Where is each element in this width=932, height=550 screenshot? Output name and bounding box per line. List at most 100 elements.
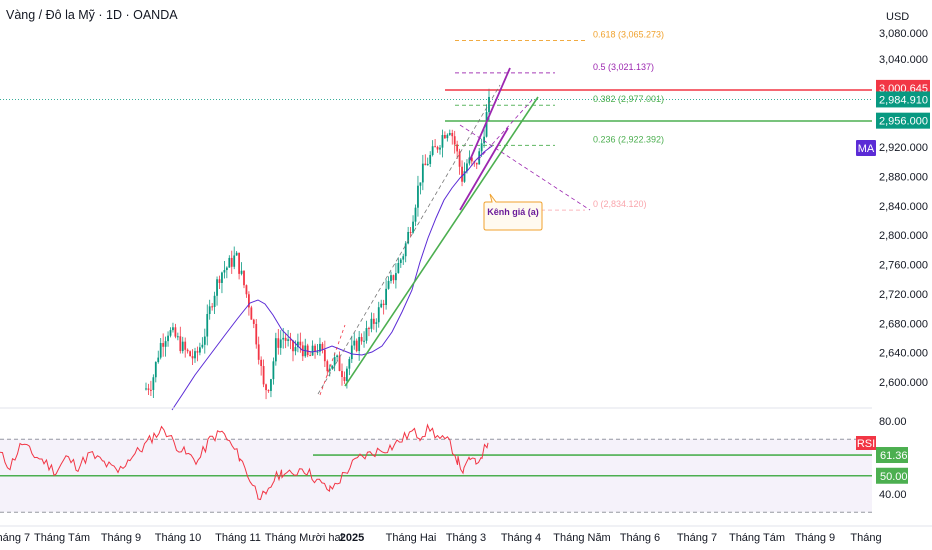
candle-body [252,319,255,324]
fib-level-label: 0.5 (3,021.137) [593,62,654,72]
candle [360,333,363,345]
candle [301,341,304,362]
candle-body [233,255,236,267]
candle [260,356,263,376]
candle [233,246,236,270]
rsi-tick-label: 40.00 [879,489,907,501]
candle-body [343,377,346,381]
candle-body [395,273,397,281]
candle [284,332,287,349]
candle [179,326,182,354]
time-tick-label: Tháng 11 [215,532,261,544]
candle [355,338,358,353]
candle [238,252,240,280]
candle-body [186,349,189,352]
candle-body [365,328,368,341]
price-tick-label: 2,880.000 [879,171,928,183]
fib-level-label: 0 (2,834.120) [593,199,647,209]
candle [346,366,348,389]
candle-body [172,327,174,331]
candle-body [306,345,309,356]
candle-body [292,340,294,352]
candle-body [152,377,155,390]
rsi-level-tag-label: 61.36 [880,450,908,462]
candle [245,284,248,298]
candle-body [243,270,245,286]
candle [292,339,294,362]
candle-body [360,337,363,342]
candle-body [434,146,436,148]
candle-body [368,328,370,330]
candle-body [196,351,199,353]
candle [299,332,302,353]
candle-body [218,279,221,283]
candle [235,251,238,256]
price-tags: 3,000.6452,984.9102,956.000MARSI61.3650.… [856,79,930,484]
candle-body [419,182,422,186]
candle-body [338,355,341,371]
candle [395,263,397,289]
candle-body [179,336,182,352]
candle-body [451,132,454,137]
candle-body [211,306,214,308]
candle [434,138,436,148]
candle-body [453,136,456,145]
candle [186,348,189,354]
candle-body [223,270,226,273]
candle-body [470,157,473,162]
candle-body [353,340,356,346]
currency-label: USD [886,11,909,23]
candle [265,383,267,400]
candle [230,250,233,274]
candle [145,382,147,391]
candle-body [397,262,400,274]
candle-body [191,356,194,359]
time-tick-label: Tháng Năm [553,532,610,544]
candle-body [199,347,201,353]
candle-body [203,336,206,345]
candle [436,145,439,153]
candle [343,371,346,384]
axes: USD3,080.0003,040.0003,000.0002,960.0002… [0,11,932,544]
candle [199,342,201,356]
candle-body [221,272,223,283]
time-tick-label: Tháng 7 [0,532,30,544]
candle [240,262,243,276]
candle [431,140,434,157]
candle-body [382,303,385,306]
channel-upper-line [469,67,511,161]
price-tag: 2,984.910 [876,91,930,108]
candle-body [316,351,319,353]
candle [451,129,454,145]
ma-badge-box [856,140,876,156]
candle [277,328,280,355]
candle [147,383,150,396]
projection-dashed-line [459,124,591,211]
candle-body [488,96,490,113]
price-tick-label: 2,760.000 [879,260,928,272]
candle [270,378,272,398]
candle-body [372,318,375,324]
candle [257,336,260,365]
time-tick-label: Tháng 10 [155,532,201,544]
candle-body [321,343,324,350]
candle-body [424,163,427,166]
projection-dashed-line [319,324,346,396]
candle-body [429,154,432,164]
candle [412,215,414,234]
candle-body [167,335,169,342]
candle-body [265,384,267,391]
candle-body [267,390,270,392]
rsi-badge-box [856,436,876,450]
candle [382,299,385,315]
candle-body [421,163,424,183]
candle [191,349,194,365]
candle-body [448,132,451,135]
rsi-level-tag: 61.36 [876,447,908,464]
candle-body [159,343,162,358]
candle [228,255,231,268]
candle-body [245,285,248,295]
candle-body [402,256,405,260]
candle [404,241,407,263]
